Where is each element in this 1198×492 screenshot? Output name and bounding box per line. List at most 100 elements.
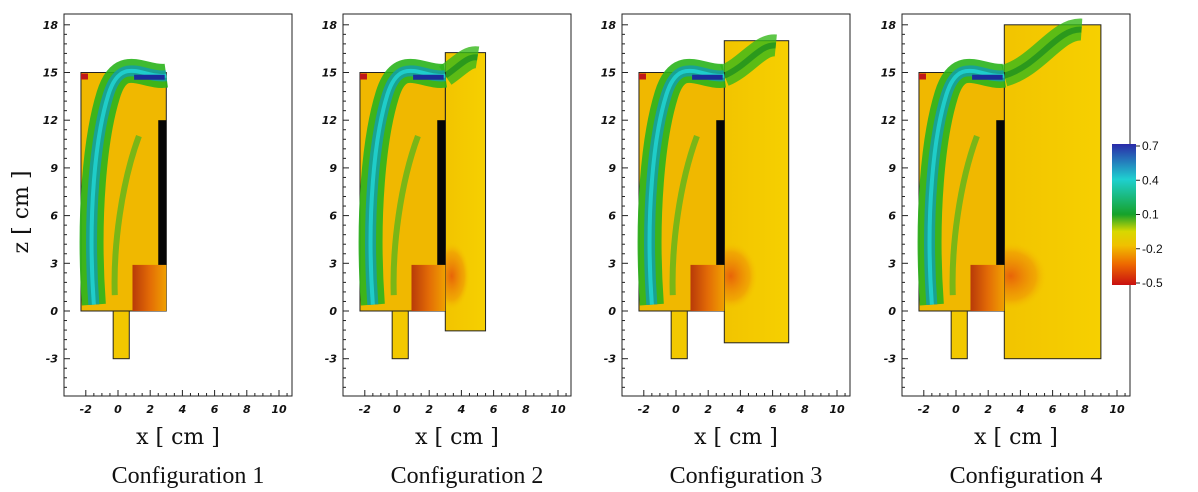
corner-vortex: [638, 73, 646, 80]
baffle-plate: [437, 120, 446, 265]
y-tick-label: 0: [888, 305, 896, 318]
y-tick-label: 15: [43, 67, 59, 80]
colorbar-tick-label: 0.7: [1142, 139, 1159, 153]
outflow-jet-core: [443, 54, 478, 79]
corner-vortex: [80, 73, 88, 80]
x-tick-label: 10: [829, 403, 845, 416]
colorbar-tick-label: -0.2: [1142, 242, 1163, 256]
x-tick-label: 10: [550, 403, 566, 416]
inlet-channel: [950, 310, 968, 360]
panel-1: -3 0 3 6 9 12 15 18 -2 0 2 4 6 8 10 x [ cm ]: [43, 13, 293, 450]
x-tick-label: -2: [359, 403, 372, 416]
panel-2: -3 0 3 6 9 12 15 18 -2 0 2 4 6 8 10 x [ cm ]: [322, 13, 572, 450]
x-axis-label: x [ cm ]: [974, 425, 1058, 450]
panel-caption-4: Configuration 4: [950, 463, 1103, 489]
x-tick-label: 0: [393, 403, 401, 416]
y-tick-label: 12: [881, 114, 897, 127]
x-tick-label: 0: [952, 403, 960, 416]
x-tick-label: 4: [178, 403, 187, 416]
y-tick-label: -3: [604, 353, 617, 366]
jet-peak: [647, 68, 725, 305]
x-tick-label: -2: [638, 403, 651, 416]
y-tick-label: -3: [884, 353, 897, 366]
y-tick-label: 12: [601, 114, 617, 127]
panel-caption-1: Configuration 1: [112, 463, 265, 489]
y-tick-label: 18: [881, 19, 897, 32]
x-tick-label: 4: [1016, 403, 1025, 416]
x-axis-label: x [ cm ]: [694, 425, 778, 450]
panel-4: -3 0 3 6 9 12 15 18 -2 0 2 4 6 8 10 x [ cm ]: [881, 13, 1131, 450]
y-tick-label: 18: [601, 19, 617, 32]
corner-vortex: [359, 73, 367, 80]
colorbar-tick-label: 0.4: [1142, 173, 1159, 187]
outflow-jet-core: [723, 42, 777, 79]
y-tick-label: 0: [608, 305, 616, 318]
y-tick-label: 6: [888, 210, 896, 223]
x-tick-label: 4: [457, 403, 466, 416]
x-axis-label: x [ cm ]: [415, 425, 499, 450]
x-axis-label: x [ cm ]: [136, 425, 220, 450]
x-tick-label: -2: [80, 403, 93, 416]
jet-peak: [89, 68, 167, 305]
x-tick-label: 6: [211, 403, 219, 416]
y-tick-label: 3: [50, 257, 58, 270]
inlet-channel: [670, 310, 688, 360]
y-tick-label: 6: [50, 210, 58, 223]
corner-vortex: [918, 73, 926, 80]
y-tick-label: 6: [329, 210, 337, 223]
x-tick-label: 10: [1109, 403, 1125, 416]
inlet-channel: [112, 310, 130, 360]
x-tick-label: 8: [522, 403, 530, 416]
x-tick-label: 8: [801, 403, 809, 416]
x-tick-label: 6: [490, 403, 498, 416]
colorbar-tick-label: 0.1: [1142, 208, 1159, 222]
inlet-channel: [391, 310, 409, 360]
y-tick-label: 6: [608, 210, 616, 223]
y-tick-label: 0: [50, 305, 58, 318]
y-tick-label: 3: [888, 257, 896, 270]
secondary-streak: [390, 135, 421, 296]
baffle-plate: [716, 120, 725, 265]
x-tick-label: 0: [114, 403, 122, 416]
y-tick-label: 9: [608, 162, 616, 175]
baffle-plate: [158, 120, 167, 265]
recirculation-zone: [132, 264, 167, 311]
y-tick-label: 15: [881, 67, 897, 80]
y-tick-label: 9: [888, 162, 896, 175]
y-tick-label: 12: [43, 114, 59, 127]
recirculation-zone: [970, 264, 1005, 311]
y-tick-label: 18: [322, 19, 338, 32]
panel-3: -3 0 3 6 9 12 15 18 -2 0 2 4 6 8 10 x [ cm ]: [601, 13, 851, 450]
x-tick-label: -2: [918, 403, 931, 416]
y-tick-label: 18: [43, 19, 59, 32]
y-tick-label: 3: [329, 257, 337, 270]
panel-caption-3: Configuration 3: [670, 463, 823, 489]
y-tick-label: 0: [329, 305, 337, 318]
y-tick-label: -3: [46, 353, 59, 366]
y-tick-label: 3: [608, 257, 616, 270]
y-tick-label: 12: [322, 114, 338, 127]
jet-peak: [927, 68, 1005, 305]
y-tick-label: -3: [325, 353, 338, 366]
x-tick-label: 8: [1081, 403, 1089, 416]
recirculation-zone: [411, 264, 446, 311]
colorbar: 0.7 0.4 0.1 -0.2 -0.5: [1112, 139, 1163, 290]
x-tick-label: 2: [425, 403, 433, 416]
y-tick-label: 9: [50, 162, 58, 175]
y-tick-label: 9: [329, 162, 337, 175]
jet-peak: [368, 68, 446, 305]
y-axis-label: z [ cm ]: [9, 171, 34, 254]
baffle-plate: [996, 120, 1005, 265]
colorbar-gradient: [1112, 144, 1136, 285]
x-tick-label: 2: [704, 403, 712, 416]
y-tick-label: 15: [322, 67, 338, 80]
secondary-streak: [669, 135, 700, 296]
x-tick-label: 8: [243, 403, 251, 416]
outflow-jet-core: [1003, 26, 1082, 79]
recirculation-zone: [690, 264, 725, 311]
x-tick-label: 2: [146, 403, 154, 416]
panel-caption-2: Configuration 2: [391, 463, 544, 489]
colorbar-tick-label: -0.5: [1142, 276, 1163, 290]
y-tick-label: 15: [601, 67, 617, 80]
